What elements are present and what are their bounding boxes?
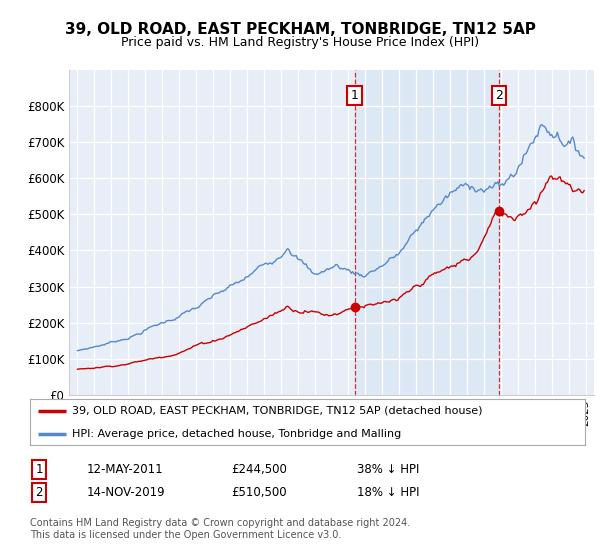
Text: Contains HM Land Registry data © Crown copyright and database right 2024.
This d: Contains HM Land Registry data © Crown c…: [30, 518, 410, 540]
Text: 14-NOV-2019: 14-NOV-2019: [87, 486, 166, 500]
Text: 39, OLD ROAD, EAST PECKHAM, TONBRIDGE, TN12 5AP (detached house): 39, OLD ROAD, EAST PECKHAM, TONBRIDGE, T…: [71, 406, 482, 416]
Text: £510,500: £510,500: [231, 486, 287, 500]
Bar: [355, 70, 499, 395]
Text: £244,500: £244,500: [231, 463, 287, 476]
Text: HPI: Average price, detached house, Tonbridge and Malling: HPI: Average price, detached house, Tonb…: [71, 429, 401, 438]
Text: 39, OLD ROAD, EAST PECKHAM, TONBRIDGE, TN12 5AP: 39, OLD ROAD, EAST PECKHAM, TONBRIDGE, T…: [65, 22, 535, 38]
Text: 12-MAY-2011: 12-MAY-2011: [87, 463, 164, 476]
Text: 18% ↓ HPI: 18% ↓ HPI: [357, 486, 419, 500]
Text: Price paid vs. HM Land Registry's House Price Index (HPI): Price paid vs. HM Land Registry's House …: [121, 36, 479, 49]
Text: 2: 2: [495, 89, 503, 102]
Text: 1: 1: [35, 463, 43, 476]
Text: 2: 2: [35, 486, 43, 500]
Text: 38% ↓ HPI: 38% ↓ HPI: [357, 463, 419, 476]
Text: 1: 1: [350, 89, 358, 102]
